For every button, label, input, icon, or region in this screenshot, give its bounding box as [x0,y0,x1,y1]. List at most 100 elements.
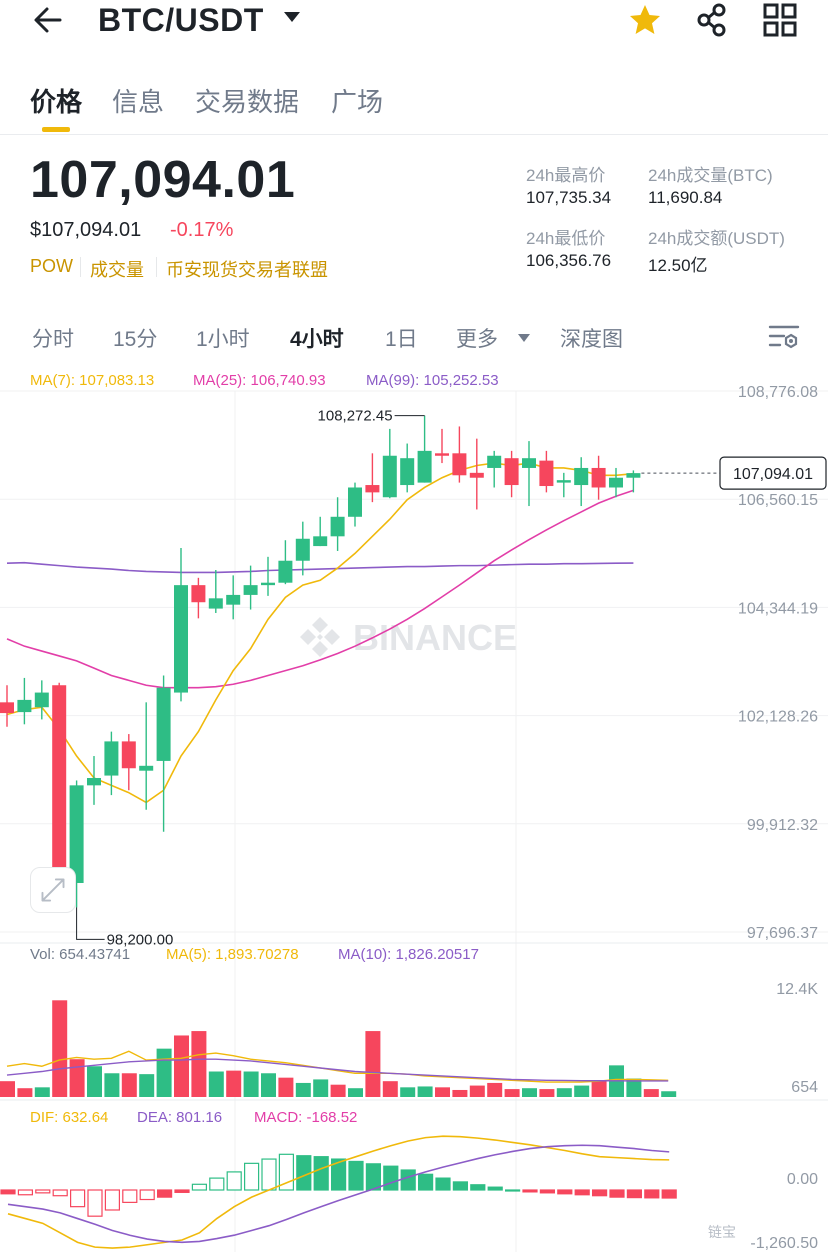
candlestick-chart[interactable]: BINANCE 108,776.08 106,560.15 104,344.19 10… [0,360,828,1259]
interval-4h[interactable]: 4小时 [290,328,344,351]
macd-bar-negative [609,1189,625,1198]
candle-up [556,480,571,483]
volume-bar [661,1091,677,1097]
macd-bar-positive [487,1186,503,1191]
candle-up [417,450,432,483]
volume-bar [469,1085,485,1097]
macd-bar-negative [626,1189,643,1199]
tab-price[interactable]: 价格 [30,87,83,117]
volume-bar [52,1000,68,1097]
volume-bar [626,1078,642,1097]
macd-bar-positive [226,1171,242,1191]
macd-bar-positive [313,1156,329,1191]
tag-volume[interactable]: 成交量 [90,260,144,280]
price-axis-label: 102,128.26 [738,709,818,726]
macd-axis-label: 0.00 [787,1171,818,1188]
star-icon[interactable] [627,2,663,38]
ma25-legend: MA(25): 106,740.93 [193,372,326,389]
macd-bar-negative [591,1189,608,1197]
high-marker-label: 108,272.45 [318,408,393,425]
candle-down [191,585,206,603]
volume-bar [104,1073,120,1097]
expand-icon[interactable] [30,867,76,913]
volume-bar [382,1081,398,1097]
price-change: -0.17% [170,219,234,241]
stat-vol-usdt-label: 24h成交额(USDT) [648,229,785,248]
volume-bar [69,1059,85,1097]
volume-bar [522,1088,537,1097]
share-icon[interactable] [694,2,730,38]
grid-icon[interactable] [762,2,798,38]
candle-up [87,778,101,786]
volume-bar [226,1070,242,1097]
candle-up [156,687,171,761]
interval-1d[interactable]: 1日 [385,328,418,351]
interval-depth[interactable]: 深度图 [560,328,623,351]
macd-bar-negative [644,1189,660,1199]
candle-down [52,685,67,883]
chart-settings-icon[interactable] [768,322,800,352]
volume-bar [191,1031,207,1097]
macd-bar-negative [139,1189,155,1201]
volume-bar [139,1074,155,1097]
volume-bar [435,1087,450,1097]
vol-ma10-line [6,1058,669,1082]
macd-bar-positive [244,1162,260,1191]
caret-down-icon[interactable] [284,12,300,22]
macd-bar-positive [209,1177,225,1191]
back-arrow-icon[interactable] [30,2,66,38]
price-axis-label: 108,776.08 [738,384,818,401]
interval-line[interactable]: 分时 [32,328,74,351]
chevron-down-icon[interactable] [518,334,530,342]
macd-bar-negative [539,1189,556,1194]
tab-info[interactable]: 信息 [112,87,165,117]
candle-down [0,702,14,714]
stat-vol-usdt-value: 12.50亿 [648,256,708,275]
vol-ma10-legend: MA(10): 1,826.20517 [338,946,479,963]
last-price-box [719,456,827,490]
candle-down [539,460,554,487]
binance-logo-icon [300,617,340,657]
candle-up [17,699,32,713]
stat-vol-btc-label: 24h成交量(BTC) [648,166,773,185]
macd-axis-label: -1,260.50 [750,1235,818,1252]
volume-bar [487,1082,503,1097]
candle-up [174,585,188,693]
macd-bar-negative [69,1189,86,1208]
volume-bar [330,1084,346,1097]
candle-up [104,741,119,776]
volume-bar [17,1088,33,1097]
binance-watermark: BINANCE [300,617,517,658]
tab-trading-data[interactable]: 交易数据 [195,87,300,117]
candle-up [208,598,223,609]
tag-pow[interactable]: POW [30,256,73,276]
macd-bar-negative [661,1189,677,1199]
tag-alliance[interactable]: 币安现货交易者联盟 [166,260,328,280]
interval-more[interactable]: 更多 [456,328,498,351]
macd-bar-positive [400,1169,416,1191]
volume-bar [87,1066,102,1097]
candle-down [591,467,606,488]
macd-bar-positive [383,1165,399,1191]
stat-low-value: 106,356.76 [526,251,612,270]
macd-bar-negative [174,1189,190,1193]
candle-up [574,467,589,486]
macd-bar-negative [52,1189,68,1197]
volume-bar [174,1035,189,1097]
candle-up [139,765,154,771]
macd-bar-negative [35,1189,51,1194]
macd-bar-positive [505,1189,521,1192]
macd-bar-negative [157,1189,173,1198]
volume-bar [0,1081,15,1097]
interval-1h[interactable]: 1小时 [196,328,250,351]
dif-legend: DIF: 632.64 [30,1109,109,1126]
price-axis-label: 104,344.19 [738,600,818,617]
volume-bar [417,1086,433,1097]
volume-bar [504,1089,520,1097]
interval-15m[interactable]: 15分 [113,328,158,351]
volume-bar [556,1088,572,1097]
candle-up [243,585,258,595]
price-axis-label: 99,912.32 [747,817,818,834]
tab-square[interactable]: 广场 [331,87,384,117]
pair-title[interactable]: BTC/USDT [98,2,264,38]
